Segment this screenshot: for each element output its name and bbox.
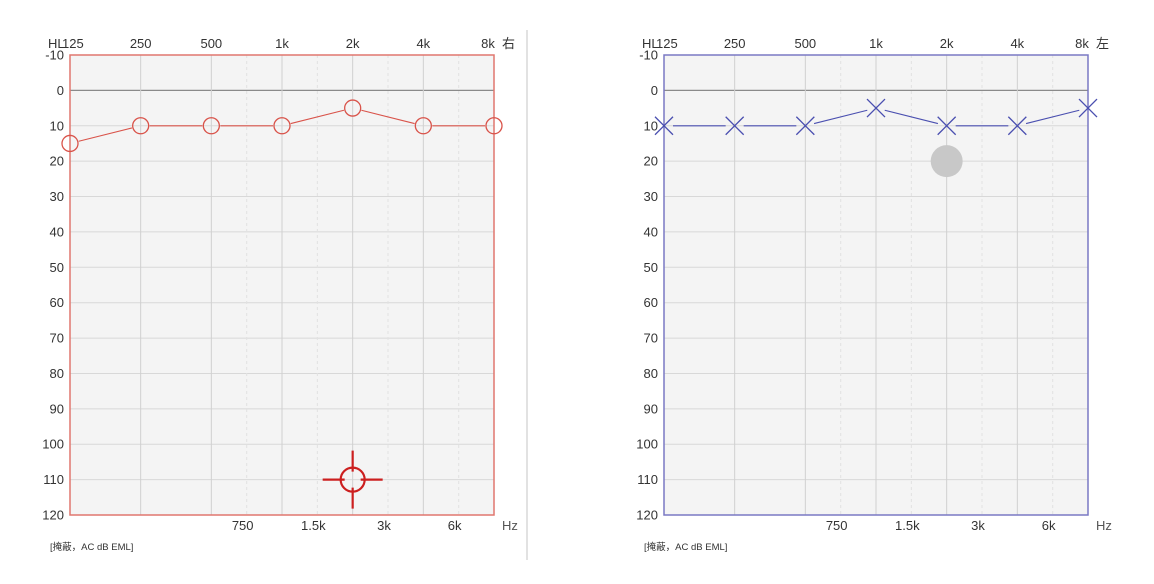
audiogram-right-ear-svg[interactable]: -10 0 10 20 30 40 50 60 70 80 90 100 110 120 750 1.5k 3k… (0, 0, 560, 584)
x-top-tick-label: 2k (346, 36, 360, 51)
x-bottom-tick-label: 1.5k (895, 518, 920, 533)
y-tick-label: 50 (644, 260, 658, 275)
plot-frame (69, 54, 495, 516)
x-bottom-tick-label: 3k (377, 518, 391, 533)
ear-label: 左 (1096, 36, 1109, 51)
y-tick-label: -10 (45, 48, 64, 63)
x-bottom-tick-label: 6k (448, 518, 462, 533)
x-top-tick-label: 8k (481, 36, 495, 51)
y-tick-label: -10 (639, 48, 658, 63)
y-tick-label: 60 (644, 295, 658, 310)
series-segment (813, 109, 868, 125)
y-tick-label: 30 (50, 189, 64, 204)
x-bottom-tick-label: 750 (232, 518, 254, 533)
y-tick-label: 110 (637, 472, 658, 487)
data-point-circle[interactable] (485, 117, 503, 135)
y-tick-label: 120 (42, 508, 64, 523)
x-top-tick-label: 2k (940, 36, 954, 51)
gray-dot-icon (930, 145, 963, 178)
data-point-circle[interactable] (202, 117, 220, 135)
series-segment (884, 109, 939, 125)
y-tick-label: 10 (644, 118, 658, 133)
x-top-tick-label: 250 (724, 36, 746, 51)
hl-label: HL (48, 36, 65, 51)
y-tick-label: 50 (50, 260, 64, 275)
crosshair-cursor-icon[interactable] (322, 450, 383, 509)
ear-label: 右 (502, 36, 515, 51)
y-tick-label: 10 (50, 118, 64, 133)
y-tick-label: 40 (644, 224, 658, 239)
x-top-tick-label: 500 (794, 36, 816, 51)
footer-label: [掩蔽，AC dB EML] (50, 541, 133, 553)
x-top-tick-label: 250 (130, 36, 152, 51)
x-top-tick-label: 500 (200, 36, 222, 51)
data-point-circle[interactable] (61, 134, 79, 153)
data-point-circle[interactable] (414, 117, 432, 135)
data-point-cross[interactable] (725, 116, 745, 136)
y-tick-label: 60 (50, 295, 64, 310)
x-bottom-tick-label: 6k (1042, 518, 1056, 533)
x-top-tick-label: 125 (62, 36, 84, 51)
y-tick-label: 0 (57, 83, 64, 98)
x-top-tick-label: 8k (1075, 36, 1089, 51)
series-segment (361, 109, 415, 125)
y-tick-label: 70 (644, 331, 658, 346)
x-top-tick-label: 1k (869, 36, 883, 51)
x-top-tick-label: 1k (275, 36, 289, 51)
data-point-cross[interactable] (795, 116, 815, 136)
data-point-circle[interactable] (132, 117, 150, 135)
panel-divider (526, 30, 528, 560)
data-point-cross[interactable] (1007, 116, 1027, 136)
y-tick-label: 20 (50, 154, 64, 169)
y-tick-label: 30 (644, 189, 658, 204)
audiogram-right-ear: -10 0 10 20 30 40 50 60 70 80 90 100 110 120 750 1.5k 3k… (0, 0, 560, 584)
x-bottom-tick-label: 3k (971, 518, 985, 533)
audiogram-left-ear-svg[interactable]: -10 0 10 20 30 40 50 60 70 80 90 100 110 120 750 1.5k 3k… (594, 0, 1154, 584)
audiogram-left-ear: -10 0 10 20 30 40 50 60 70 80 90 100 110 120 750 1.5k 3k… (594, 0, 1154, 584)
x-top-tick-label: 4k (1010, 36, 1024, 51)
y-tick-label: 90 (644, 401, 658, 416)
y-tick-label: 120 (636, 508, 658, 523)
x-bottom-tick-label: 1.5k (301, 518, 326, 533)
footer-label: [掩蔽，AC dB EML] (644, 541, 727, 553)
series-segment (78, 127, 133, 142)
y-tick-label: 40 (50, 224, 64, 239)
y-tick-label: 80 (50, 366, 64, 381)
y-tick-label: 90 (50, 401, 64, 416)
data-point-circle[interactable] (344, 99, 362, 117)
data-point-cross[interactable] (1078, 98, 1098, 118)
series-segment (290, 109, 345, 125)
unit-label: Hz (1096, 518, 1112, 533)
x-top-tick-label: 125 (656, 36, 678, 51)
y-tick-label: 100 (42, 437, 64, 452)
data-point-circle[interactable] (273, 117, 291, 135)
data-point-cross[interactable] (937, 116, 957, 136)
y-tick-label: 70 (50, 331, 64, 346)
y-tick-label: 110 (43, 472, 64, 487)
unit-label: Hz (502, 518, 518, 533)
data-point-cross[interactable] (654, 116, 674, 136)
y-tick-label: 0 (651, 83, 658, 98)
series-segment (1025, 109, 1080, 125)
data-point-cross[interactable] (866, 98, 886, 118)
y-tick-label: 80 (644, 366, 658, 381)
y-tick-label: 20 (644, 154, 658, 169)
x-bottom-tick-label: 750 (826, 518, 848, 533)
y-tick-label: 100 (636, 437, 658, 452)
plot-frame (663, 54, 1089, 516)
x-top-tick-label: 4k (416, 36, 430, 51)
hl-label: HL (642, 36, 659, 51)
